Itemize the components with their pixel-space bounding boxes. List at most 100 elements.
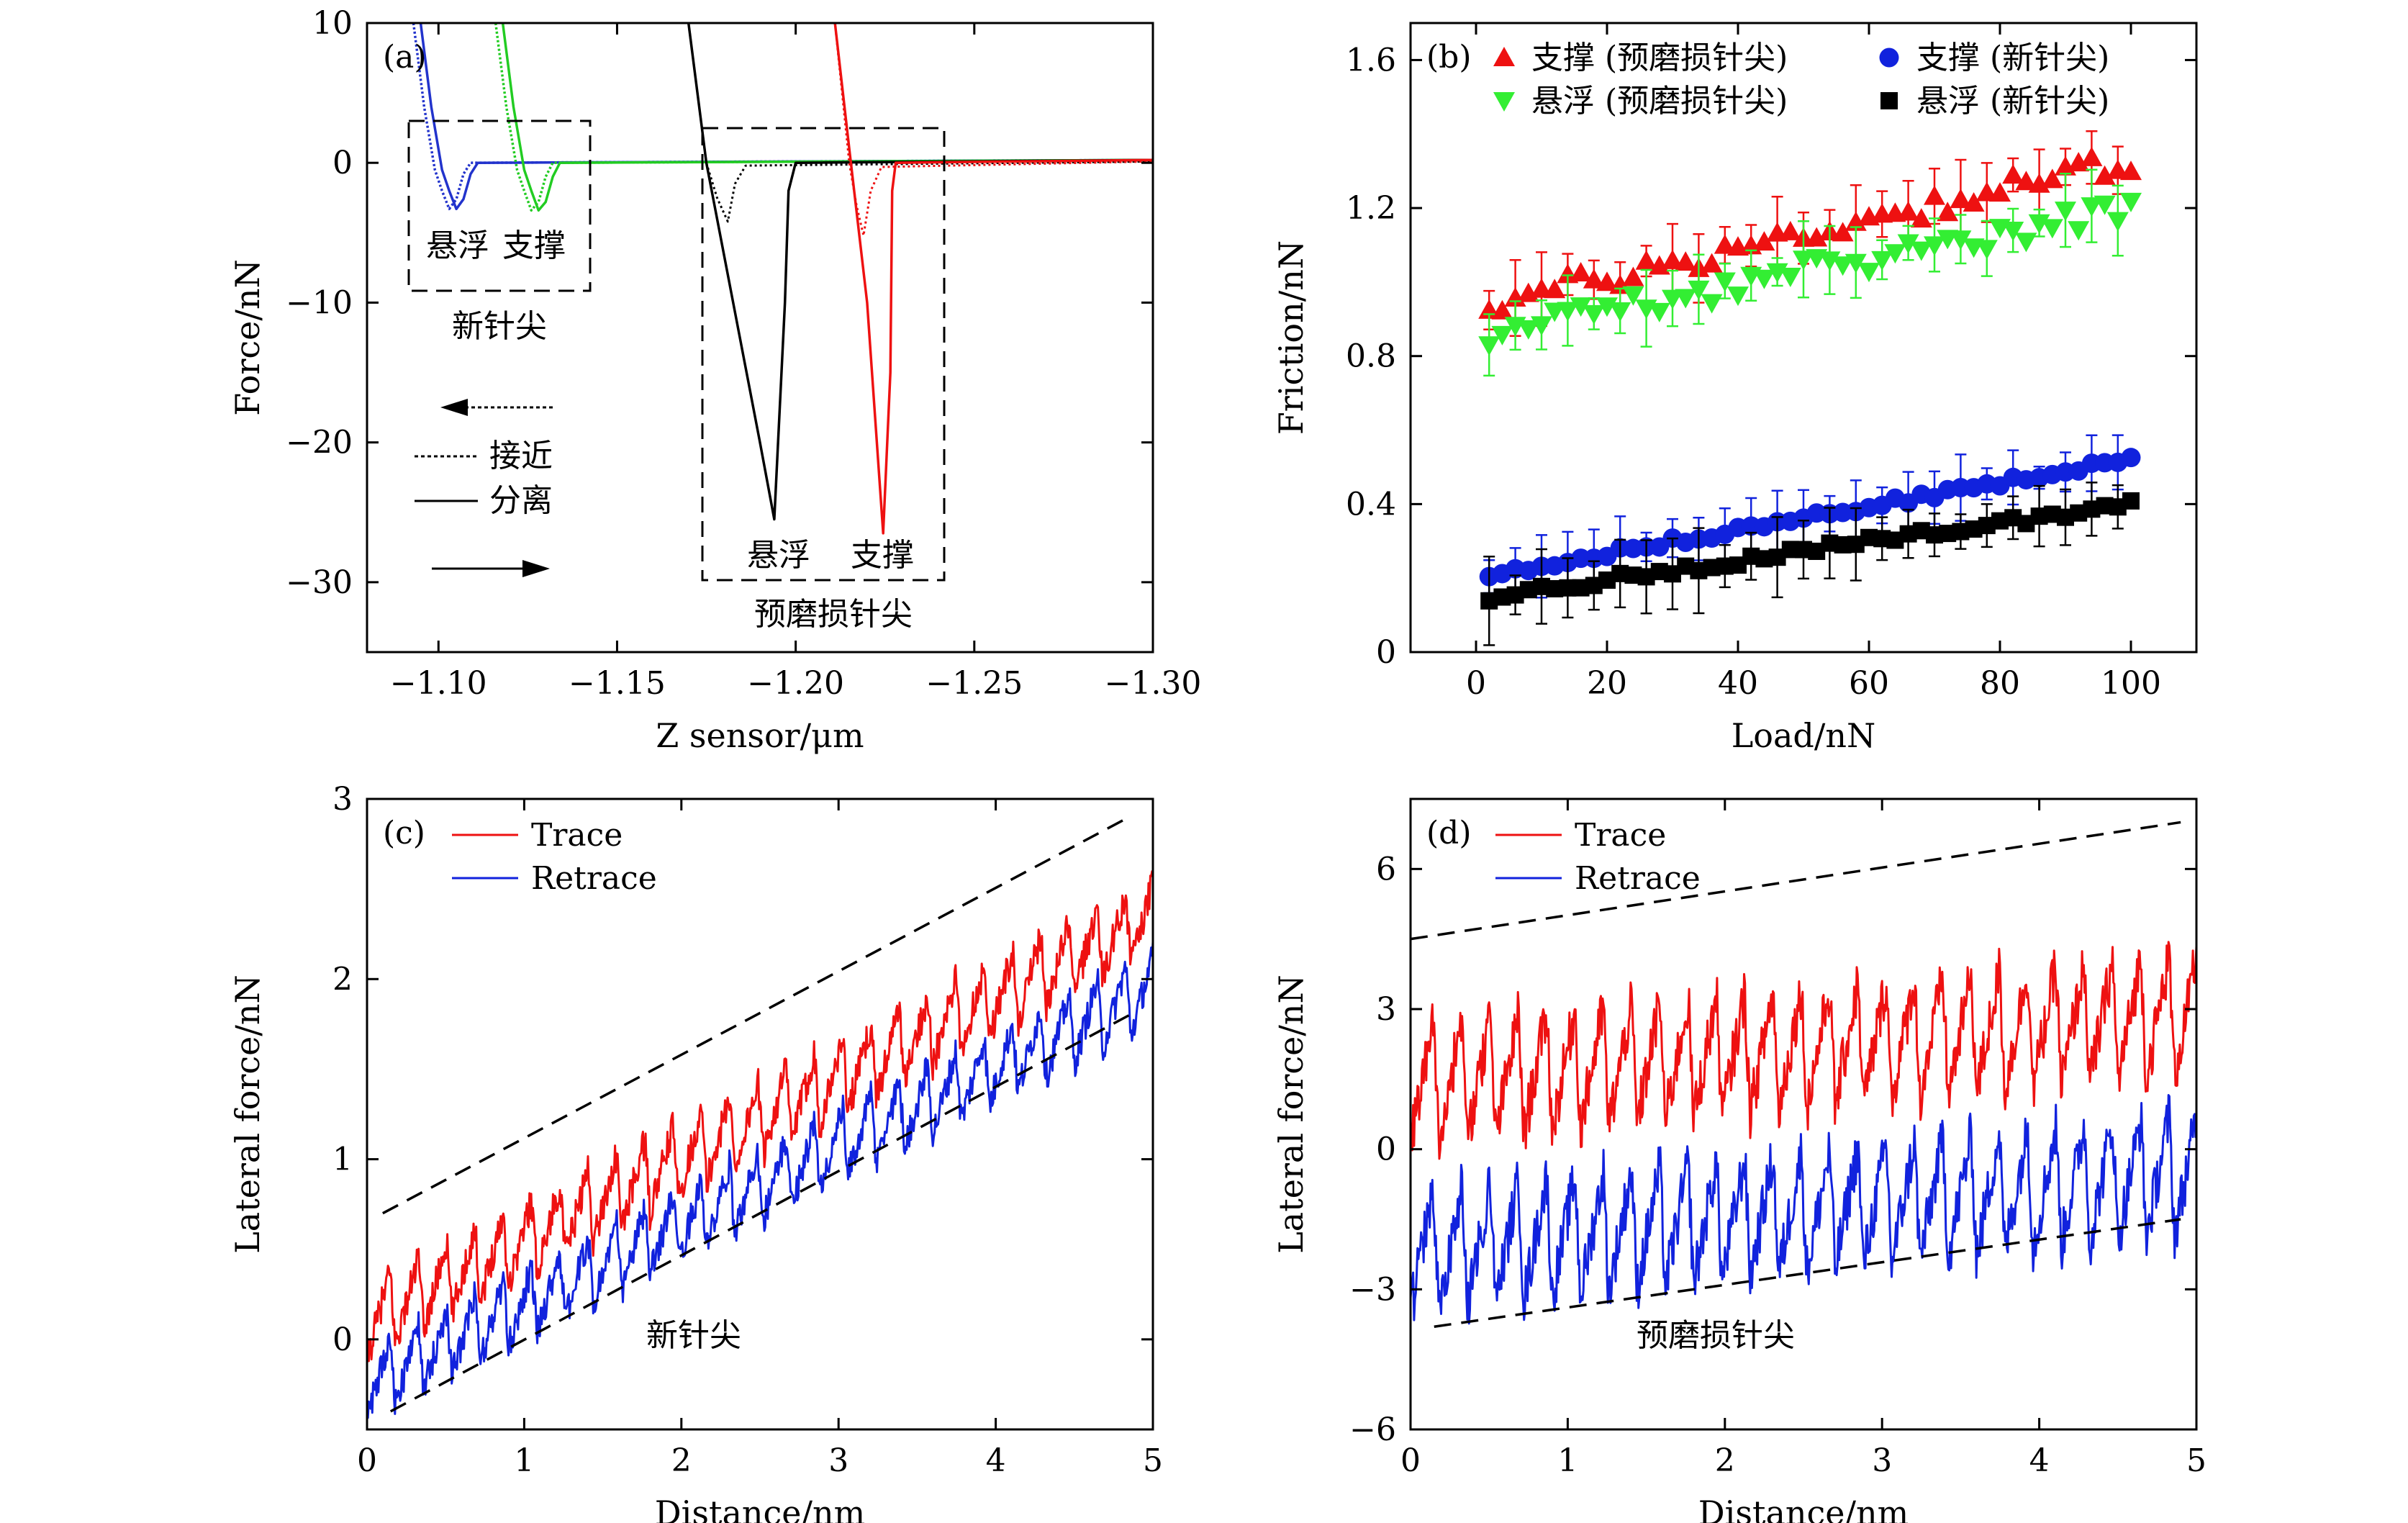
x-tick-label: 0 — [357, 1442, 377, 1479]
x-tick-label: 1 — [1557, 1442, 1578, 1479]
y-tick-label: 1.2 — [1346, 190, 1396, 227]
data-point — [1491, 325, 1513, 345]
label-new-supported: 支撑 — [502, 227, 566, 264]
x-tick-label: −1.10 — [390, 665, 487, 702]
x-tick-label: 4 — [986, 1442, 1006, 1479]
legend-label: Trace — [1575, 817, 1666, 854]
data-point — [1635, 250, 1657, 270]
data-point — [1924, 236, 1945, 256]
curve-supported_worn_approach — [833, 23, 1153, 237]
data-point — [1622, 266, 1644, 286]
data-point — [1688, 280, 1710, 300]
data-point — [2015, 232, 2037, 253]
data-point — [1937, 202, 1959, 222]
data-point — [1845, 253, 1867, 274]
data-point — [1845, 211, 1867, 231]
x-tick-label: 100 — [2101, 665, 2161, 702]
data-point — [2041, 219, 2063, 239]
y-axis-label: Lateral force/nN — [228, 975, 267, 1254]
data-point — [1753, 231, 1775, 251]
data-point — [2002, 222, 2024, 242]
data-point — [1989, 182, 2011, 202]
label-separate: 分离 — [489, 482, 553, 519]
data-point — [1583, 304, 1605, 325]
data-point — [1779, 267, 1801, 287]
plot-frame — [1409, 22, 2198, 654]
curve-suspended_worn — [687, 23, 1153, 521]
data-point — [2068, 152, 2090, 172]
annotation-new-tip: 新针尖 — [646, 1317, 741, 1354]
data-point — [1910, 241, 1932, 261]
data-point — [1924, 185, 1945, 205]
signal-trace — [1411, 941, 2196, 1160]
series-3 — [1480, 482, 2140, 646]
data-point — [1544, 279, 1566, 299]
data-point — [2120, 161, 2142, 181]
force-curves — [412, 23, 1153, 535]
data-point — [1806, 227, 1828, 247]
approach-arrow-head — [440, 399, 468, 416]
y-tick-label: −10 — [286, 284, 353, 321]
data-point — [1858, 263, 1880, 283]
data-point — [2081, 146, 2103, 166]
x-tick-label: −1.20 — [747, 665, 844, 702]
legend-label: 支撑 (新针尖) — [1916, 40, 2109, 76]
data-point — [1832, 256, 1854, 276]
data-point — [1596, 271, 1618, 292]
envelope-line — [382, 815, 1131, 1215]
x-tick-label: 0 — [1400, 1442, 1421, 1479]
legend-marker — [1493, 92, 1515, 112]
x-tick-label: 40 — [1718, 665, 1758, 702]
y-axis-label: Force/nN — [228, 259, 267, 415]
data-point — [1675, 289, 1697, 309]
data-point — [1570, 262, 1592, 282]
y-tick-label: 1.6 — [1346, 42, 1396, 78]
data-point — [1648, 255, 1670, 275]
x-axis-label: Z sensor/μm — [656, 716, 864, 755]
legend-marker — [1880, 92, 1898, 109]
data-point — [1662, 289, 1683, 309]
panel-c-lateral-force-new-tip: Trace Retrace 0 1 2 3 4 5 0 1 2 3 Distance/nm Lateral… — [228, 781, 1163, 1523]
x-axis-label: Load/nN — [1732, 716, 1876, 755]
data-point — [2120, 192, 2142, 212]
data-point — [1871, 250, 1893, 271]
y-tick-label: 0 — [332, 145, 353, 181]
data-point — [1793, 250, 1814, 271]
label-approach: 接近 — [489, 438, 553, 474]
data-point — [1531, 316, 1552, 336]
y-tick-label: 3 — [1376, 991, 1396, 1028]
data-point — [2121, 448, 2141, 468]
legend-label: 悬浮 (新针尖) — [1916, 83, 2109, 119]
x-tick-label: 5 — [1143, 1442, 1163, 1479]
x-tick-label: 3 — [1872, 1442, 1892, 1479]
data-point — [1675, 251, 1697, 271]
legend-marker — [1879, 48, 1899, 68]
plot-frame — [366, 22, 1154, 654]
panel-label: (c) — [383, 815, 425, 851]
data-point — [1963, 192, 1985, 212]
x-tick-label: 4 — [2029, 1442, 2050, 1479]
label-worn-supported: 支撑 — [851, 537, 914, 574]
x-tick-label: 20 — [1587, 665, 1627, 702]
x-tick-label: 2 — [671, 1442, 692, 1479]
y-tick-label: 2 — [332, 961, 353, 998]
data-point — [2122, 492, 2140, 510]
data-point — [2081, 197, 2103, 217]
y-axis-label: Lateral force/nN — [1272, 975, 1311, 1254]
label-new-suspended: 悬浮 — [426, 227, 489, 264]
envelope-line — [389, 1013, 1131, 1413]
legend-label: Retrace — [531, 860, 657, 897]
plot-frame — [1409, 797, 2198, 1431]
y-tick-label: 0.4 — [1346, 486, 1396, 523]
x-axis-label: Distance/nm — [655, 1493, 865, 1523]
y-tick-label: 6 — [1376, 851, 1396, 887]
y-tick-label: 10 — [312, 5, 353, 42]
legend-label: Trace — [531, 817, 623, 854]
data-point — [1544, 302, 1566, 322]
signals — [367, 870, 1153, 1419]
envelope-line — [1410, 821, 2181, 941]
label-new-tip: 新针尖 — [452, 308, 547, 345]
data-point — [1897, 234, 1919, 254]
